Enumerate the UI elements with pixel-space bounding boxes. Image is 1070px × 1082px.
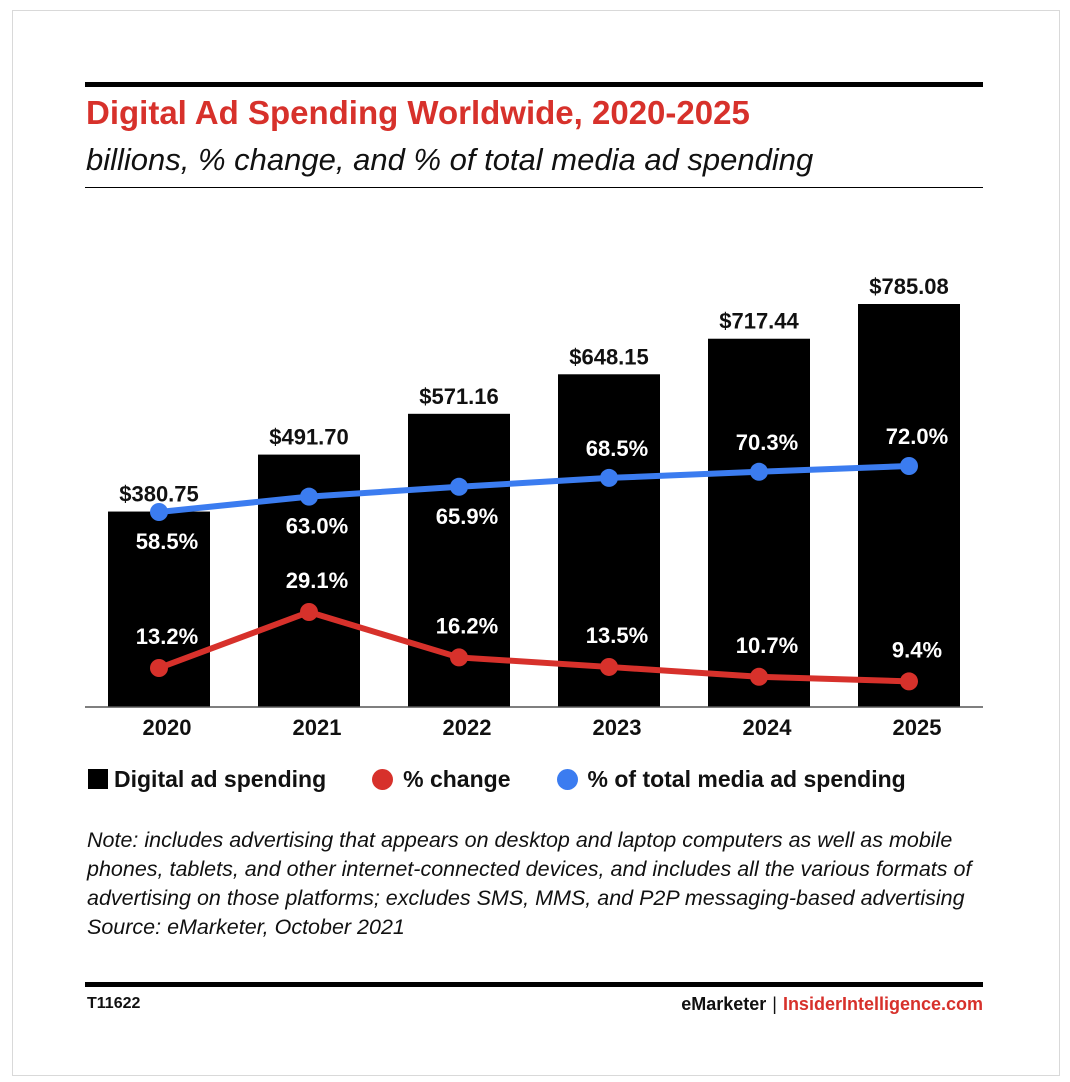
- change-point: [450, 648, 468, 667]
- x-tick-label: 2023: [593, 715, 642, 740]
- legend-label-share: % of total media ad spending: [587, 765, 906, 792]
- bar-value-label: $717.44: [719, 309, 799, 334]
- bar-value-label: $380.75: [119, 482, 199, 507]
- chart-title: Digital Ad Spending Worldwide, 2020-2025: [86, 94, 750, 131]
- legend-item-bars: Digital ad spending: [88, 766, 326, 793]
- chart-id: T11622: [87, 995, 141, 1012]
- legend: Digital ad spending % change % of total …: [88, 763, 952, 795]
- change-point: [300, 603, 318, 621]
- note-text: Note: includes advertising that appears …: [87, 828, 972, 910]
- share-point: [750, 462, 768, 481]
- bar-value-label: $571.16: [419, 384, 499, 409]
- legend-label-change: % change: [403, 765, 511, 792]
- share-line: [158, 463, 910, 515]
- x-tick-label: 2024: [743, 715, 793, 740]
- share-value-label: 72.0%: [886, 424, 948, 449]
- x-tick-label: 2025: [893, 715, 942, 740]
- bar: [708, 338, 810, 707]
- bottom-rule: [85, 982, 983, 987]
- bar-value-label: $785.08: [869, 274, 949, 299]
- share-value-label: 63.0%: [286, 514, 348, 539]
- share-point: [450, 477, 468, 496]
- change-point: [150, 659, 168, 677]
- share-value-label: 65.9%: [436, 504, 498, 529]
- x-tick-label: 2022: [443, 715, 492, 740]
- share-value-label: 70.3%: [736, 430, 798, 455]
- change-value-label: 10.7%: [736, 633, 798, 658]
- share-value-label: 58.5%: [136, 529, 198, 554]
- chart-subtitle: billions, % change, and % of total media…: [86, 142, 814, 177]
- share-point: [600, 468, 618, 487]
- change-value-label: 9.4%: [892, 637, 942, 662]
- change-value-label: 16.2%: [436, 613, 498, 638]
- change-point: [900, 672, 918, 691]
- legend-item-change: % change: [372, 765, 511, 793]
- notes: Note: includes advertising that appears …: [87, 826, 987, 942]
- change-point: [600, 657, 618, 676]
- change-point: [750, 667, 768, 686]
- change-line: [157, 609, 910, 685]
- x-tick-label: 2020: [143, 715, 192, 740]
- top-rule: [85, 82, 983, 87]
- legend-change-dot: [372, 768, 394, 790]
- legend-bar-swatch: [88, 769, 108, 789]
- bar-value-label: $648.15: [569, 344, 649, 369]
- x-tick-label: 2021: [293, 715, 342, 740]
- footer-brand: eMarketer | InsiderIntelligence.com: [681, 994, 983, 1015]
- change-value-label: 13.2%: [136, 624, 198, 649]
- share-point: [150, 503, 168, 521]
- subtitle-rule: [85, 187, 983, 188]
- chart-frame: [12, 10, 1060, 1076]
- share-point: [300, 487, 318, 506]
- change-value-label: 13.5%: [586, 623, 648, 648]
- legend-item-share: % of total media ad spending: [556, 765, 906, 793]
- bar-value-label: $491.70: [269, 425, 349, 450]
- brand-name: eMarketer: [681, 994, 767, 1014]
- brand-separator: |: [772, 994, 777, 1014]
- bar: [858, 304, 960, 707]
- legend-label-bars: Digital ad spending: [114, 765, 327, 792]
- change-value-label: 29.1%: [286, 568, 348, 593]
- brand-site-link[interactable]: InsiderIntelligence.com: [782, 994, 983, 1014]
- share-point: [900, 457, 918, 475]
- share-value-label: 68.5%: [586, 436, 648, 461]
- source-text: Source: eMarketer, October 2021: [87, 915, 405, 939]
- legend-share-dot: [556, 768, 578, 790]
- bar: [558, 374, 660, 707]
